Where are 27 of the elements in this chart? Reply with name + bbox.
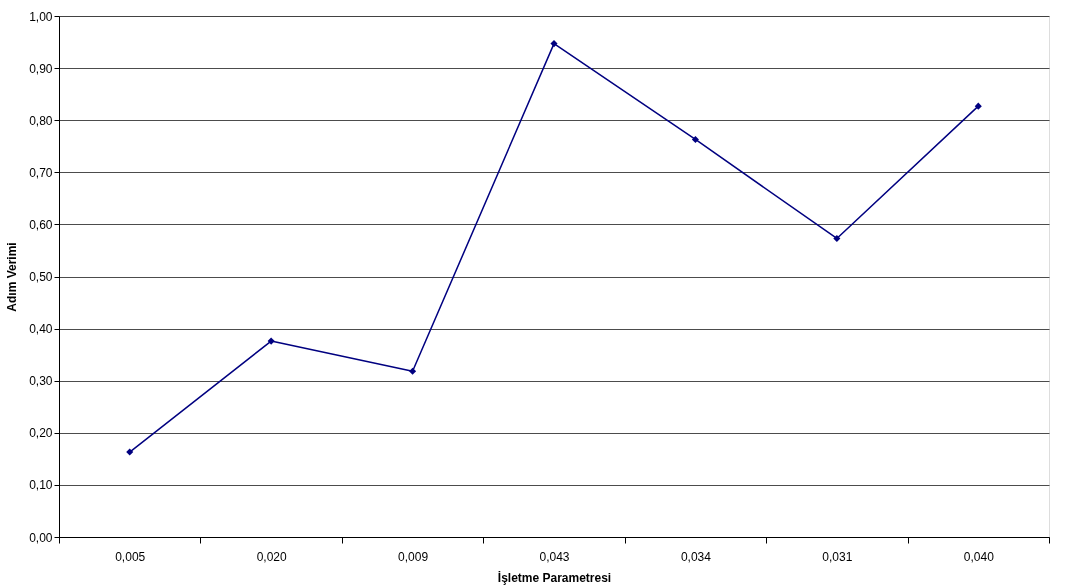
y-tick-label: 0,00 (29, 530, 53, 545)
y-tick-label: 0,20 (29, 426, 53, 441)
x-axis-title: İşletme Parametresi (497, 569, 612, 585)
y-tick-label: 0,10 (29, 478, 53, 493)
point (691, 135, 699, 144)
x-tick-label: 0,031 (822, 549, 853, 564)
point (126, 448, 134, 456)
x-tick-label: 0,005 (115, 549, 146, 564)
x-tick-label: 0,020 (256, 549, 287, 564)
y-tick-label: 0,70 (29, 165, 53, 180)
x-tick-label: 0,043 (539, 549, 570, 564)
x-tick-label: 0,040 (963, 549, 995, 564)
y-tick-label: 0,40 (29, 322, 53, 337)
y-tick-label: 0,80 (29, 113, 53, 128)
y-tick-label: 1,00 (29, 9, 53, 24)
point (267, 337, 275, 345)
y-axis-title: Adım Verimi (5, 242, 20, 312)
y-tick-label: 0,60 (29, 217, 53, 232)
point (409, 367, 417, 375)
point (550, 40, 558, 48)
y-tick-label: 0,30 (29, 374, 53, 389)
point (833, 234, 841, 242)
y-tick-label: 0,90 (29, 61, 53, 76)
x-tick-label: 0,034 (680, 549, 712, 564)
y-tick-label: 0,50 (29, 270, 53, 284)
x-tick-label: 0,009 (398, 549, 429, 564)
point (974, 102, 982, 110)
